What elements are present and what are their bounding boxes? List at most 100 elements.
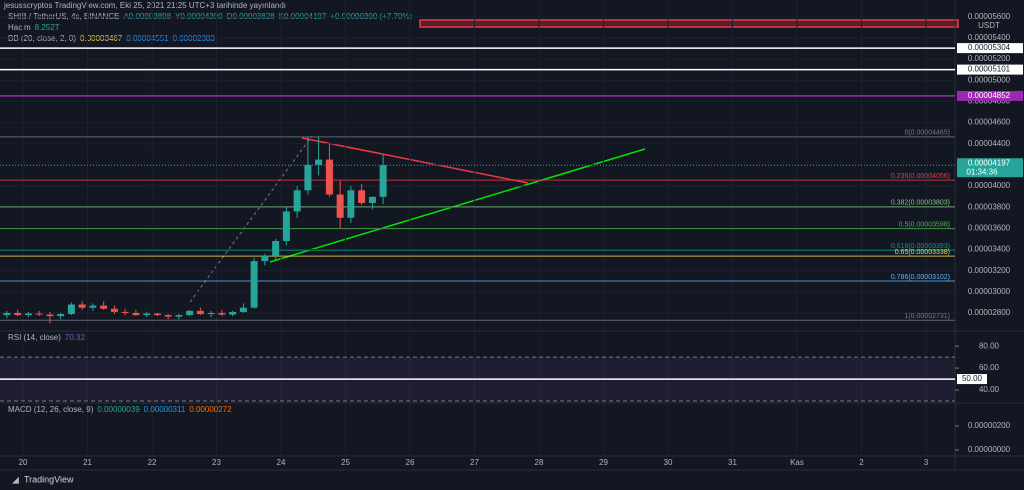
x-tick-label: 20 <box>19 458 28 467</box>
x-tick-label: 3 <box>924 458 929 467</box>
fib-label: 0.382(0.00003803) <box>891 200 950 207</box>
candle-body <box>250 261 258 308</box>
y-tick-label: 0.00000000 <box>968 445 1011 454</box>
trend-line-green <box>269 148 646 263</box>
candle-body <box>336 194 344 218</box>
fib-label: 1(0.00002731) <box>904 313 950 320</box>
bb-value: 0.00002383 <box>173 34 216 43</box>
indicator-title: MACD (12, 26, close, 9) <box>8 405 94 414</box>
y-tick-label: 0.00004000 <box>968 181 1011 190</box>
fib-label: 0(0.00004465) <box>904 130 950 137</box>
candle-body <box>14 312 22 316</box>
y-tick-label: 0.00005200 <box>968 54 1011 63</box>
indicator-value: 0.00000272 <box>189 405 232 414</box>
level-tag <box>957 43 1023 54</box>
candle-body <box>57 314 65 317</box>
candle-body <box>379 165 387 197</box>
last-price: 0.00004197 <box>968 158 1011 167</box>
candle-body <box>347 190 355 218</box>
alert-fill <box>420 20 958 27</box>
x-tick-label: 22 <box>148 458 157 467</box>
x-tick-label: 23 <box>212 458 221 467</box>
last-price-tag <box>957 158 1023 178</box>
candle-body <box>24 313 32 316</box>
volume-label: Hacim <box>8 23 31 32</box>
fib-label: 0.5(0.00003598) <box>899 221 950 228</box>
marker-label: 50.00 <box>962 374 983 383</box>
x-tick-label: 26 <box>406 458 415 467</box>
x-tick-label: 21 <box>83 458 92 467</box>
level-label: 0.00005304 <box>968 43 1011 52</box>
candle-body <box>272 241 280 256</box>
candle-body <box>186 310 194 316</box>
y-tick-label: 0.00005600 <box>968 12 1011 21</box>
y-tick-label: 0.00003200 <box>968 266 1011 275</box>
candle-body <box>100 305 108 309</box>
indicator-title: RSI (14, close) <box>8 333 61 342</box>
x-tick-label: 28 <box>535 458 544 467</box>
level-label: 0.00004852 <box>968 91 1011 100</box>
volume-value: 8.252T <box>35 23 60 32</box>
y-tick-label: 0.00003400 <box>968 245 1011 254</box>
candle-body <box>153 313 161 316</box>
candle-body <box>132 312 140 316</box>
candle-body <box>175 315 183 317</box>
alert-box <box>419 19 959 28</box>
currency: USDT <box>978 21 1000 30</box>
candle-body <box>143 313 151 316</box>
y-tick-label: 0.00004600 <box>968 118 1011 127</box>
y-tick-label: 0.00004800 <box>968 97 1011 106</box>
candle-body <box>164 315 172 317</box>
bb-value: 0.00003467 <box>80 34 123 43</box>
publisher: jesusscryptos TradingView.com, Eki 25, 2… <box>3 1 286 10</box>
candle-body <box>304 164 312 191</box>
level-tag <box>957 64 1023 75</box>
x-tick-label: 30 <box>664 458 673 467</box>
x-tick-label: 27 <box>470 458 479 467</box>
y-tick-label: 0.00005000 <box>968 75 1011 84</box>
candle-body <box>78 304 86 308</box>
x-tick-label: 25 <box>341 458 350 467</box>
countdown: 01:34:36 <box>966 167 998 176</box>
y-tick-label: 0.00005400 <box>968 33 1011 42</box>
candle-body <box>315 159 323 165</box>
candle-body <box>121 311 129 313</box>
y-tick-label: 0.00003800 <box>968 202 1011 211</box>
x-tick-label: 2 <box>859 458 864 467</box>
y-tick-label: 80.00 <box>979 341 1000 350</box>
candle-body <box>46 314 54 317</box>
level-tag <box>957 90 1023 101</box>
x-tick-label: 24 <box>277 458 286 467</box>
x-tick-label: 31 <box>728 458 737 467</box>
footer-bar <box>0 470 1024 490</box>
trend-line-red <box>301 137 529 184</box>
y-tick-label: 0.00003600 <box>968 223 1011 232</box>
candle-body <box>67 304 75 315</box>
candle-body <box>229 311 237 315</box>
candle-body <box>368 196 376 203</box>
candle-body <box>110 308 118 312</box>
y-tick-label: 0.00002800 <box>968 308 1011 317</box>
candle-body <box>358 190 366 203</box>
y-tick-label: 0.00003000 <box>968 287 1011 296</box>
indicator-value: 70.32 <box>65 333 86 342</box>
x-tick-label: 29 <box>599 458 608 467</box>
candle-body <box>218 312 226 315</box>
candle-body <box>325 159 333 195</box>
candle-body <box>89 305 97 308</box>
y-tick-label: 60.00 <box>979 363 1000 372</box>
fib-label: 0.618(0.00003393) <box>891 243 950 250</box>
indicator-value: 0.00000311 <box>144 405 186 414</box>
trend-dashed <box>189 135 313 303</box>
candle-body <box>282 211 290 242</box>
y-tick-label: 40.00 <box>979 385 1000 394</box>
level-label: 0.00005101 <box>968 65 1011 74</box>
bb-label: BB (20, close, 2, 0) <box>8 34 76 43</box>
candle-body <box>293 190 301 212</box>
fib-label: 0.786(0.00003102) <box>891 274 950 281</box>
footer-brand: TradingView <box>24 474 74 484</box>
candle-body <box>35 313 43 315</box>
footer-logo: ◢ <box>12 474 19 484</box>
